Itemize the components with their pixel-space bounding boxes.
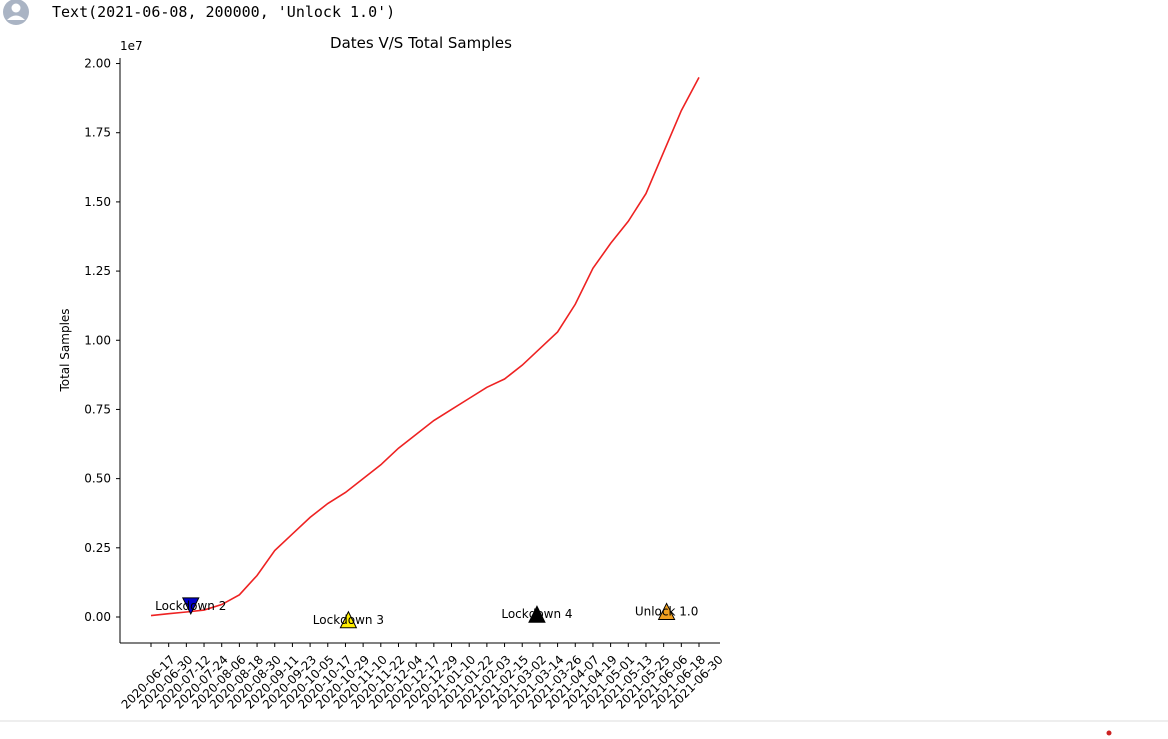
annotation-text: Lockdown 2: [155, 599, 226, 613]
y-tick-label: 2.00: [84, 57, 111, 71]
y-axis-label: Total Samples: [58, 308, 72, 392]
annotation-text: Lockdown 4: [501, 607, 572, 621]
y-tick-label: 1.75: [84, 126, 111, 140]
y-tick-label: 1.00: [84, 333, 111, 347]
line: [150, 76, 700, 617]
y-tick-label: 0.75: [84, 402, 111, 416]
annotation-marker: [657, 602, 676, 620]
y-tick-label: 0.25: [84, 541, 111, 555]
annotation-text: Lockdown 3: [313, 613, 384, 627]
y-tick-label: 0.00: [84, 610, 111, 624]
annotation-marker: [528, 605, 546, 623]
output-text: Text(2021-06-08, 200000, 'Unlock 1.0'): [52, 3, 395, 21]
y-tick-label: 0.50: [84, 472, 111, 486]
annotation-marker: [181, 597, 200, 616]
status-dot: [1106, 730, 1112, 736]
y-tick-label: 1.25: [84, 264, 111, 278]
chart-title: Dates V/S Total Samples: [330, 34, 512, 52]
y-offset-label: 1e7: [120, 39, 143, 53]
annotation-text: Unlock 1.0: [635, 604, 699, 618]
y-tick-label: 1.50: [84, 195, 111, 209]
avatar: [3, 0, 29, 25]
annotation-marker: [339, 610, 358, 629]
